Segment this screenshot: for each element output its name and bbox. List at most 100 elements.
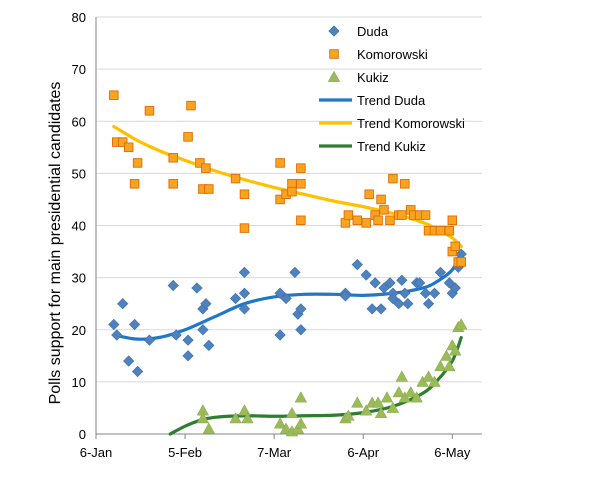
duda-point	[422, 298, 435, 310]
kukiz-point	[273, 417, 287, 429]
komorowski-point	[435, 225, 446, 236]
duda-point	[128, 318, 141, 331]
legend-item-komorowski: Komorowski	[329, 47, 428, 62]
x-tick-labels: 6-Jan 5-Feb 7-Mar 6-Apr 6-May	[80, 445, 471, 460]
komorowski-point	[168, 179, 178, 189]
kukiz-point	[285, 406, 299, 419]
duda-point	[378, 282, 390, 294]
komorowski-point	[352, 215, 363, 226]
legend: Duda Komorowski Kukiz Trend Duda Trend Komor…	[319, 24, 465, 154]
duda-point	[449, 282, 461, 294]
duda-point	[108, 318, 120, 331]
kukiz-point	[422, 370, 435, 382]
legend-item-trend-komorowski: Trend Komorowski	[319, 116, 465, 131]
komorowski-point	[379, 205, 389, 215]
duda-point	[351, 258, 363, 271]
kukiz-point	[392, 385, 406, 398]
duda-point	[414, 277, 426, 289]
komorowski-point	[275, 158, 285, 168]
duda-point	[434, 266, 447, 279]
duda-point	[274, 329, 286, 341]
duda-point	[182, 350, 194, 362]
duda-point	[366, 303, 378, 315]
komorowski-point	[123, 142, 134, 153]
grid	[96, 16, 482, 383]
duda-point	[402, 298, 414, 310]
duda-point	[387, 292, 399, 305]
kukiz-point	[196, 412, 210, 424]
legend-label: Trend Duda	[357, 93, 426, 108]
kukiz-point	[410, 391, 423, 403]
duda-point	[229, 292, 242, 305]
legend-label: Trend Kukiz	[357, 139, 426, 154]
x-tick-label: 5-Feb	[168, 445, 202, 460]
kukiz-point	[449, 344, 462, 356]
komorowski-point	[186, 100, 196, 111]
komorowski-point	[168, 152, 178, 163]
duda-point	[295, 324, 307, 336]
legend-item-trend-kukiz: Trend Kukiz	[319, 139, 426, 154]
kukiz-point	[380, 391, 394, 403]
legend-item-trend-duda: Trend Duda	[319, 93, 426, 108]
kukiz-point	[351, 396, 364, 408]
komorowski-point	[376, 194, 386, 205]
series-duda	[108, 248, 467, 378]
duda-point	[280, 292, 292, 305]
y-tick-label: 10	[72, 375, 86, 390]
komorowski-point	[373, 215, 383, 226]
x-tick-label: 6-Apr	[347, 445, 379, 460]
komorowski-point	[296, 163, 306, 173]
duda-point	[131, 365, 144, 378]
kukiz-point	[454, 318, 468, 330]
duda-point	[191, 282, 203, 294]
komorowski-point	[388, 173, 398, 184]
kukiz-point	[404, 385, 417, 398]
legend-marker-swatch	[328, 25, 340, 37]
kukiz-point	[342, 409, 355, 421]
komorowski-point	[239, 223, 250, 233]
duda-point	[428, 287, 441, 299]
duda-point	[203, 339, 215, 352]
komorowski-point	[287, 186, 297, 197]
legend-label: Komorowski	[357, 47, 428, 62]
x-tick-label: 7-Mar	[257, 445, 292, 460]
komorowski-point	[201, 163, 211, 173]
kukiz-point	[359, 404, 373, 416]
komorowski-point	[183, 132, 193, 142]
komorowski-point	[195, 158, 205, 168]
kukiz-point	[202, 422, 216, 434]
trend-line-trend-duda	[112, 249, 463, 341]
trend-lines	[112, 124, 463, 436]
duda-point	[123, 355, 135, 367]
komorowski-point	[420, 210, 431, 220]
duda-point	[369, 277, 381, 289]
duda-point	[360, 269, 372, 281]
duda-point	[170, 329, 182, 341]
y-tick-label: 50	[72, 166, 86, 181]
komorowski-point	[109, 90, 119, 100]
kukiz-point	[428, 375, 441, 387]
komorowski-point	[400, 179, 410, 189]
legend-label: Kukiz	[357, 70, 389, 85]
kukiz-point	[434, 359, 447, 372]
komorowski-point	[129, 179, 140, 189]
duda-point	[274, 287, 286, 299]
duda-point	[289, 266, 301, 279]
x-tick-label: 6-May	[434, 445, 471, 460]
legend-item-duda: Duda	[328, 24, 389, 39]
series-kukiz	[196, 318, 468, 437]
y-tick-labels: 0 10 20 30 40 50 60 70 80	[72, 10, 86, 442]
y-axis-title: Polls support for main presidential cand…	[47, 82, 64, 405]
kukiz-point	[374, 406, 388, 419]
komorowski-point	[132, 158, 143, 168]
y-tick-label: 20	[72, 323, 86, 338]
kukiz-point	[386, 401, 400, 413]
komorowski-point	[456, 257, 466, 267]
duda-point	[111, 329, 123, 341]
duda-point	[393, 298, 405, 310]
komorowski-point	[364, 189, 374, 199]
data-points	[108, 90, 468, 437]
duda-point	[399, 287, 411, 299]
komorowski-point	[361, 218, 371, 228]
y-tick-label: 80	[72, 10, 86, 25]
